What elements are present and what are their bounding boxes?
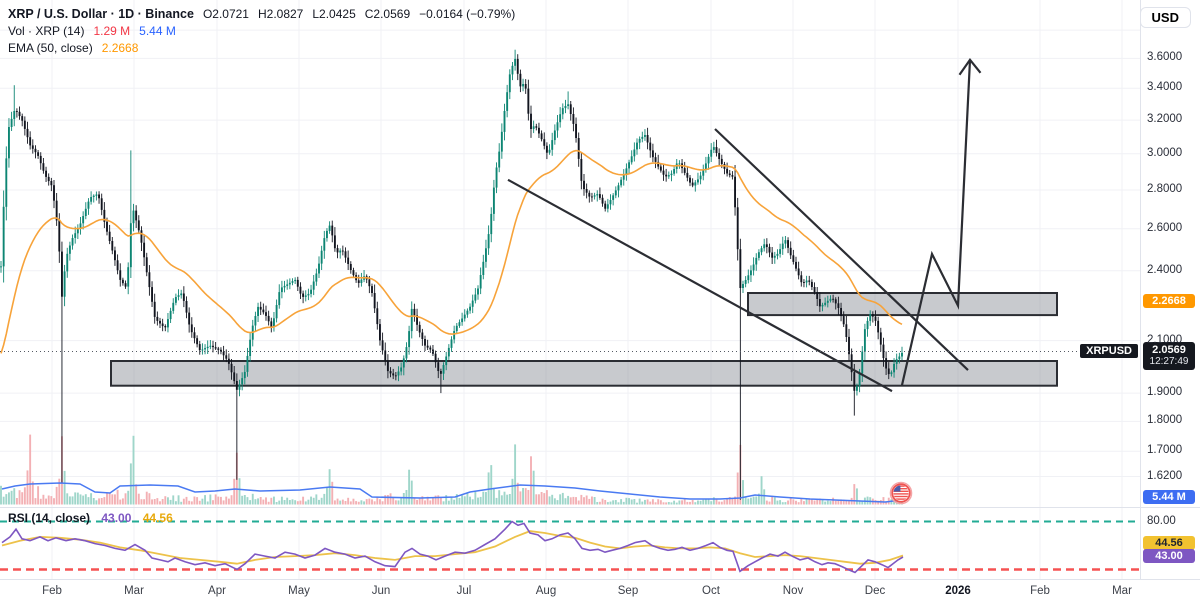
volume-ma-value: 5.44 M xyxy=(139,24,176,38)
candlestick-series[interactable] xyxy=(0,49,903,500)
volume-current-value: 1.29 M xyxy=(93,24,131,38)
usd-flag-icon xyxy=(889,481,913,505)
pane-separators xyxy=(0,0,1200,580)
rsi-pane[interactable] xyxy=(0,520,1140,574)
time-tick-label: Feb xyxy=(1030,585,1050,597)
ema-price-badge: 2.2668 xyxy=(1143,294,1195,308)
time-tick-label: Jun xyxy=(371,585,391,597)
price-change: −0.0164 (−0.79%) xyxy=(419,7,516,21)
ohlc-high: H2.0827 xyxy=(257,7,304,21)
price-tick-label: 3.0000 xyxy=(1147,147,1183,159)
time-tick-label: Mar xyxy=(1112,585,1132,597)
time-tick-label: Nov xyxy=(782,585,804,597)
ema-indicator-label: EMA (50, close) xyxy=(8,41,93,55)
ohlc-close: C2.0569 xyxy=(364,7,411,21)
time-tick-label: Apr xyxy=(208,585,226,597)
symbol-row[interactable]: XRP / U.S. Dollar · 1D · Binance O2.0721… xyxy=(8,6,515,23)
volume-ma-line[interactable] xyxy=(1,482,904,503)
time-tick-label: 2026 xyxy=(945,585,971,597)
rsi-indicator-label: RSI (14, close) xyxy=(8,511,91,525)
price-tick-label: 2.4000 xyxy=(1147,264,1183,276)
price-tick-label: 3.2000 xyxy=(1147,113,1183,125)
ema-legend-row[interactable]: EMA (50, close) 2.2668 xyxy=(8,40,515,57)
price-tick-label: 3.4000 xyxy=(1147,81,1183,93)
volume-legend-row[interactable]: Vol · XRP (14) 1.29 M 5.44 M xyxy=(8,23,515,40)
time-tick-label: Jul xyxy=(456,585,472,597)
volume-indicator-label: Vol · XRP (14) xyxy=(8,24,85,38)
time-tick-label: Sep xyxy=(617,585,639,597)
price-tick-label: 1.6200 xyxy=(1147,470,1183,482)
symbol-price-label: XRPUSD xyxy=(1080,344,1138,358)
price-tick-label: 1.7000 xyxy=(1147,444,1183,456)
price-tick-label: 1.8000 xyxy=(1147,414,1183,426)
chart-legend: XRP / U.S. Dollar · 1D · Binance O2.0721… xyxy=(8,6,515,57)
price-tick-label: 1.9000 xyxy=(1147,386,1183,398)
price-tick-label: 2.1000 xyxy=(1147,334,1183,346)
time-tick-label: Feb xyxy=(42,585,62,597)
price-tick-label: 3.6000 xyxy=(1147,51,1183,63)
rsi-badge: 43.00 xyxy=(1143,549,1195,563)
supply-demand-zones[interactable] xyxy=(110,292,1058,387)
time-axis[interactable]: Feb Mar Apr May Jun Jul Aug Sep Oct Nov Dec 2026 Feb… xyxy=(0,580,1200,605)
last-price-value: 2.0569 xyxy=(1152,344,1186,356)
ohlc-low: L2.0425 xyxy=(312,7,356,21)
time-tick-label: Dec xyxy=(864,585,886,597)
time-tick-label: Mar xyxy=(124,585,144,597)
rsi-ma-badge: 44.56 xyxy=(1143,536,1195,550)
price-tick-label: 2.6000 xyxy=(1147,222,1183,234)
rsi-tick-label: 80.00 xyxy=(1147,515,1176,527)
trendline-drawings[interactable] xyxy=(507,57,982,393)
rsi-ma-value: 44.56 xyxy=(142,511,173,525)
currency-usd-button[interactable]: USD xyxy=(1139,7,1191,28)
symbol-title: XRP / U.S. Dollar · 1D · Binance xyxy=(8,7,194,21)
ohlc-open: O2.0721 xyxy=(202,7,249,21)
ema-value: 2.2668 xyxy=(101,41,139,55)
rsi-value: 43.00 xyxy=(101,511,132,525)
time-tick-label: May xyxy=(288,585,310,597)
ema-line[interactable] xyxy=(0,149,903,354)
price-axis[interactable]: 2.2668 2.0569 12:27:49 5.44 M 44.56 43.0… xyxy=(1141,0,1200,580)
price-tick-label: 2.8000 xyxy=(1147,183,1183,195)
time-tick-label: Aug xyxy=(535,585,557,597)
volume-ma-badge: 5.44 M xyxy=(1143,490,1195,504)
time-tick-label: Oct xyxy=(702,585,720,597)
bar-countdown: 12:27:49 xyxy=(1149,356,1189,367)
volume-bars xyxy=(0,434,903,505)
last-price-badge: 2.0569 12:27:49 xyxy=(1143,342,1195,370)
rsi-legend-row[interactable]: RSI (14, close) 43.00 44.56 xyxy=(8,511,181,525)
